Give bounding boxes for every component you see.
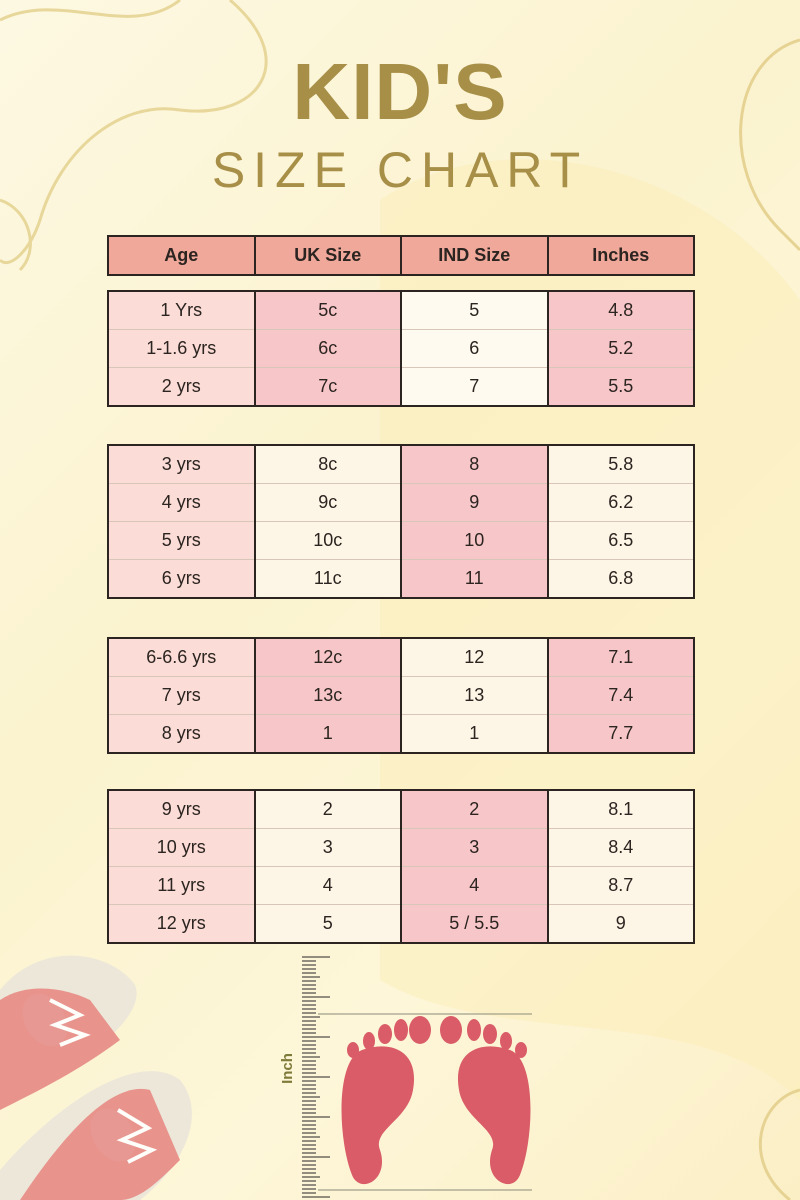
cell-age: 4 yrs [107, 483, 255, 522]
cell-ind-size: 11 [400, 559, 548, 598]
cell-ind-size: 5 / 5.5 [400, 904, 548, 943]
table-row: 2 yrs 7c 7 5.5 [107, 367, 694, 406]
cell-inches: 6.5 [546, 521, 694, 560]
cell-inches: 7.7 [546, 714, 694, 753]
cell-uk-size: 6c [253, 329, 401, 368]
size-table-group: 6-6.6 yrs 12c 12 7.1 7 yrs 13c 13 7.4 8 yrs 1 1 7.7 [107, 637, 695, 754]
table-row: 5 yrs 10c 10 6.5 [107, 521, 694, 560]
table-row: 9 yrs 2 2 8.1 [107, 790, 694, 829]
title-size-chart: SIZE CHART [211, 142, 589, 198]
table-row: 4 yrs 9c 9 6.2 [107, 483, 694, 522]
cell-inches: 5.5 [546, 367, 694, 406]
table-row: 10 yrs 3 3 8.4 [107, 828, 694, 867]
column-header-age: Age [107, 236, 255, 275]
cell-age: 10 yrs [107, 828, 255, 867]
cell-ind-size: 8 [400, 445, 548, 484]
cell-ind-size: 4 [400, 866, 548, 905]
cell-inches: 4.8 [546, 291, 694, 330]
column-header-inches: Inches [546, 236, 694, 275]
cell-inches: 5.8 [546, 445, 694, 484]
cell-ind-size: 7 [400, 367, 548, 406]
cell-ind-size: 3 [400, 828, 548, 867]
cell-inches: 6.8 [546, 559, 694, 598]
table-row: 11 yrs 4 4 8.7 [107, 866, 694, 905]
cell-uk-size: 3 [253, 828, 401, 867]
size-table-header: Age UK Size IND Size Inches [107, 235, 695, 276]
cell-age: 6 yrs [107, 559, 255, 598]
table-row: 6-6.6 yrs 12c 12 7.1 [107, 638, 694, 677]
cell-uk-size: 13c [253, 676, 401, 715]
cell-age: 7 yrs [107, 676, 255, 715]
table-row: 1 Yrs 5c 5 4.8 [107, 291, 694, 330]
cell-uk-size: 2 [253, 790, 401, 829]
table-row: 1-1.6 yrs 6c 6 5.2 [107, 329, 694, 368]
table-row: 3 yrs 8c 8 5.8 [107, 445, 694, 484]
cell-age: 1 Yrs [107, 291, 255, 330]
footprints-icon [318, 1013, 532, 1191]
cell-ind-size: 1 [400, 714, 548, 753]
cell-uk-size: 1 [253, 714, 401, 753]
cell-uk-size: 12c [253, 638, 401, 677]
cell-inches: 6.2 [546, 483, 694, 522]
cell-uk-size: 5c [253, 291, 401, 330]
cell-age: 1-1.6 yrs [107, 329, 255, 368]
cell-inches: 5.2 [546, 329, 694, 368]
cell-uk-size: 5 [253, 904, 401, 943]
cell-uk-size: 7c [253, 367, 401, 406]
size-table-group: 1 Yrs 5c 5 4.8 1-1.6 yrs 6c 6 5.2 2 yrs 7c 7 5.5 [107, 290, 695, 407]
cell-inches: 7.4 [546, 676, 694, 715]
cell-uk-size: 9c [253, 483, 401, 522]
cell-age: 8 yrs [107, 714, 255, 753]
cell-age: 12 yrs [107, 904, 255, 943]
cell-age: 3 yrs [107, 445, 255, 484]
cell-ind-size: 9 [400, 483, 548, 522]
cell-age: 5 yrs [107, 521, 255, 560]
title-kids: KID'S [292, 47, 508, 136]
shoes-icon [0, 955, 192, 1200]
cell-uk-size: 10c [253, 521, 401, 560]
cell-age: 9 yrs [107, 790, 255, 829]
size-table-group: 9 yrs 2 2 8.1 10 yrs 3 3 8.4 11 yrs 4 4 8.7 12 yrs 5 5… [107, 789, 695, 944]
ruler-icon [302, 956, 330, 1198]
cell-ind-size: 10 [400, 521, 548, 560]
cell-ind-size: 2 [400, 790, 548, 829]
cell-ind-size: 12 [400, 638, 548, 677]
cell-age: 2 yrs [107, 367, 255, 406]
cell-uk-size: 8c [253, 445, 401, 484]
table-row: 7 yrs 13c 13 7.4 [107, 676, 694, 715]
cell-inches: 7.1 [546, 638, 694, 677]
ruler-label: Inch [278, 1053, 296, 1084]
column-header-uk-size: UK Size [253, 236, 401, 275]
cell-age: 6-6.6 yrs [107, 638, 255, 677]
cell-ind-size: 13 [400, 676, 548, 715]
size-table-group: 3 yrs 8c 8 5.8 4 yrs 9c 9 6.2 5 yrs 10c 10 6.5 6 yrs… [107, 444, 695, 599]
cell-inches: 8.7 [546, 866, 694, 905]
table-row: 6 yrs 11c 11 6.8 [107, 559, 694, 598]
column-header-ind-size: IND Size [400, 236, 548, 275]
table-row: 12 yrs 5 5 / 5.5 9 [107, 904, 694, 943]
cell-uk-size: 11c [253, 559, 401, 598]
cell-age: 11 yrs [107, 866, 255, 905]
table-row: 8 yrs 1 1 7.7 [107, 714, 694, 753]
cell-inches: 9 [546, 904, 694, 943]
cell-uk-size: 4 [253, 866, 401, 905]
cell-inches: 8.4 [546, 828, 694, 867]
cell-inches: 8.1 [546, 790, 694, 829]
cell-ind-size: 6 [400, 329, 548, 368]
cell-ind-size: 5 [400, 291, 548, 330]
